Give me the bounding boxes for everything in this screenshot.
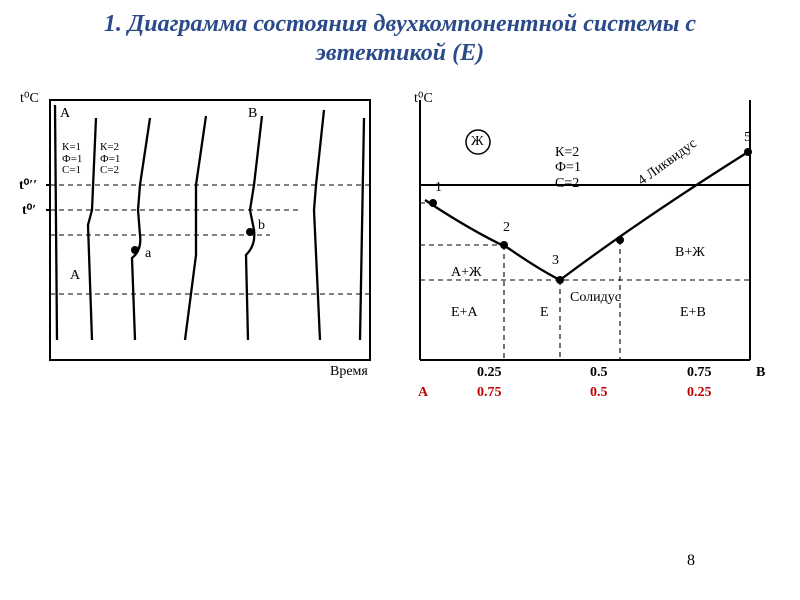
xtick-top-3: 0.75 bbox=[687, 365, 712, 381]
left-y-axis-label: t⁰C bbox=[20, 90, 39, 107]
title-line-2: эвтектикой (Е) bbox=[316, 40, 484, 66]
region-e: Е bbox=[540, 305, 549, 321]
right-panel bbox=[420, 100, 752, 360]
left-label-a-mid: A bbox=[70, 268, 80, 284]
point-a-label: a bbox=[145, 246, 151, 262]
xtick-top-1: 0.25 bbox=[477, 365, 502, 381]
diagram-canvas: t⁰C t⁰′′ t⁰′ A B A a b К=1 Ф=1 С=1 К=2 Ф… bbox=[0, 80, 800, 500]
left-x-axis-label: Время bbox=[330, 364, 368, 380]
xtick-bot-2: 0.5 bbox=[590, 385, 608, 401]
xtick-top-2: 0.5 bbox=[590, 365, 608, 381]
xtick-bot-1: 0.75 bbox=[477, 385, 502, 401]
point-2-label: 2 bbox=[503, 220, 510, 236]
axis-a-label: А bbox=[418, 385, 428, 401]
left-label-a-top: A bbox=[60, 106, 70, 122]
kfc-block-right: К=2 Ф=1 С=2 bbox=[555, 145, 581, 191]
kfc-block-1: К=1 Ф=1 С=1 bbox=[62, 142, 82, 177]
point-3-label: 3 bbox=[552, 253, 559, 269]
left-label-b-top: B bbox=[248, 106, 257, 122]
point-1-label: 1 bbox=[435, 180, 442, 196]
left-tick-t2: t⁰′′ bbox=[19, 177, 37, 194]
point-b-label: b bbox=[258, 218, 265, 234]
title-line-1: 1. Диаграмма состояния двухкомпонентной … bbox=[104, 11, 696, 37]
point-5-label: 5 bbox=[744, 130, 751, 146]
left-panel bbox=[46, 100, 370, 360]
solidus-label: Солидус bbox=[570, 290, 621, 306]
left-tick-t1: t⁰′ bbox=[22, 202, 36, 219]
xtick-bot-3: 0.25 bbox=[687, 385, 712, 401]
right-y-axis-label: t⁰C bbox=[414, 90, 433, 107]
region-b-zh: В+Ж bbox=[675, 245, 705, 261]
point-a-dot bbox=[131, 246, 139, 254]
region-e-a: Е+А bbox=[451, 305, 478, 321]
axis-b-label: В bbox=[756, 365, 765, 381]
region-a-zh: А+Ж bbox=[451, 265, 482, 281]
liquidus-points bbox=[429, 148, 752, 284]
liquid-phase-label: Ж bbox=[471, 134, 484, 150]
region-e-b: Е+В bbox=[680, 305, 706, 321]
page-number: 8 bbox=[687, 552, 695, 570]
kfc-block-2: К=2 Ф=1 С=2 bbox=[100, 142, 120, 177]
left-dashed-lines bbox=[50, 185, 370, 294]
point-b-dot bbox=[246, 228, 254, 236]
